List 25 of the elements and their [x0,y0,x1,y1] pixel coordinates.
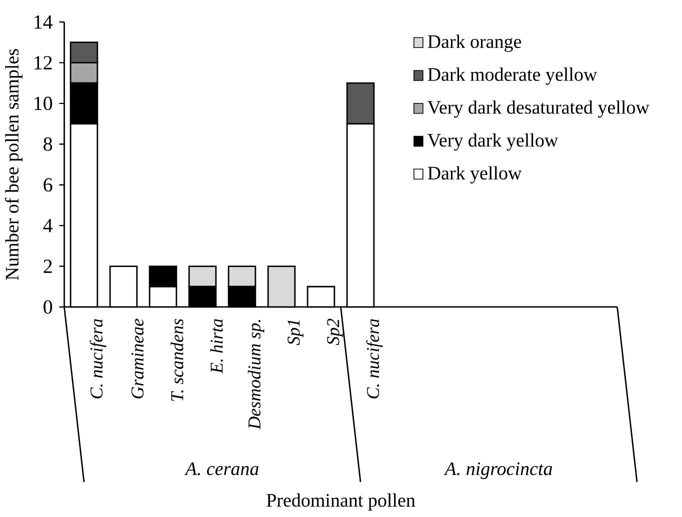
x-tick-label: E. hirta [210,319,223,374]
y-tick-label: 12 [34,56,52,70]
x-tick-label: Desmodium sp. [248,320,264,430]
y-tick-label: 10 [34,96,52,110]
x-tick-label: T. scandens [170,318,184,401]
y-tick-label: 2 [44,260,52,273]
legend-label: Very dark yellow [428,133,558,151]
x-tick-label: C. nucifera [90,319,106,398]
legend-label: Very dark desaturated yellow [428,100,650,118]
y-axis-title: Number of bee pollen samples [5,49,22,280]
y-tick-label: 4 [43,218,53,232]
text: A. cerana [184,462,258,476]
legend-label: Dark orange [428,34,522,52]
y-tick-label: 6 [44,178,52,192]
y-tick-label: 14 [34,15,53,29]
legend-label: Dark yellow [428,166,522,184]
y-tick-label: 8 [44,137,52,151]
x-tick-label: Gramineae [131,318,144,398]
x-tick-label: C. nucifera [366,319,383,398]
x-tick-label: Sp1 [288,320,304,346]
y-tick-label: 0 [44,300,52,314]
x-tick-label: Sp2 [327,318,343,346]
legend-label: Dark moderate yellow [428,68,598,85]
x-axis-title: Predominant pollen [266,493,416,511]
text: A. nigrocincta [444,462,552,480]
